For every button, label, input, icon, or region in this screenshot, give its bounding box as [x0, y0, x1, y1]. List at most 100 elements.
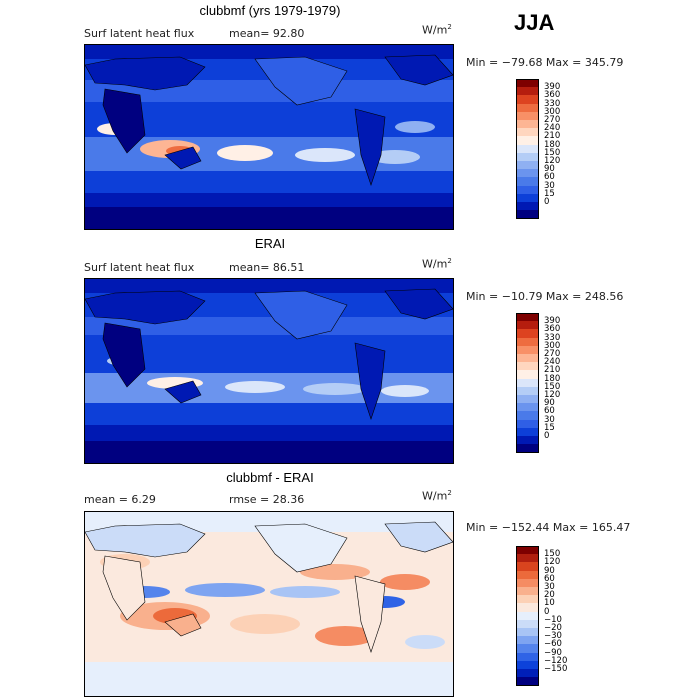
panel1-map: [84, 44, 454, 230]
colorbar-tick-label: 360: [544, 90, 561, 101]
colorbar-swatch: [516, 128, 539, 137]
colorbar-tick-label: −150: [544, 664, 568, 674]
panel2-units: W/m2: [422, 257, 452, 271]
colorbar-tick-label: 210: [544, 131, 561, 142]
colorbar-tick-label: 10: [544, 598, 555, 609]
colorbar-tick-label: −90: [544, 647, 562, 658]
colorbar-tick-label: 150: [544, 549, 561, 560]
panel3-mean: mean = 6.29: [84, 493, 156, 506]
panel2-map: [84, 278, 454, 464]
colorbar-tick-label: 150: [544, 147, 561, 158]
colorbar-swatch: [516, 337, 539, 346]
colorbar-tick-label: 120: [544, 156, 561, 166]
colorbar-swatch: [516, 554, 539, 563]
colorbar-swatch: [516, 595, 539, 604]
colorbar-swatch: [516, 185, 539, 194]
colorbar-tick-label: 15: [544, 188, 555, 199]
colorbar-tick-label: 15: [544, 422, 555, 433]
colorbar-swatch: [516, 193, 539, 202]
colorbar-swatch: [516, 111, 539, 120]
colorbar-swatch: [516, 378, 539, 387]
colorbar-swatch: [516, 87, 539, 96]
colorbar-swatch: [516, 321, 539, 330]
panel1-minmax: Min = −79.68 Max = 345.79: [466, 56, 624, 69]
colorbar-tick-label: 0: [544, 197, 550, 207]
colorbar-swatch: [516, 587, 539, 596]
colorbar-swatch: [516, 619, 539, 628]
colorbar-swatch: [516, 386, 539, 395]
colorbar-tick-label: 240: [544, 123, 561, 134]
colorbar-tick-label: 60: [544, 406, 555, 417]
panel3-units: W/m2: [422, 489, 452, 503]
colorbar-swatch: [516, 169, 539, 178]
colorbar-tick-label: 90: [544, 565, 555, 576]
colorbar-tick-label: 90: [544, 398, 555, 409]
colorbar-swatch: [516, 677, 539, 687]
colorbar-tick-label: 0: [544, 431, 550, 441]
colorbar-swatch: [516, 660, 539, 669]
colorbar-swatch: [516, 652, 539, 661]
colorbar-tick-label: 390: [544, 316, 561, 327]
colorbar-swatch: [516, 362, 539, 371]
panel1-field-label: Surf latent heat flux: [84, 27, 195, 40]
colorbar-swatch: [516, 636, 539, 645]
colorbar-tick-label: 360: [544, 324, 561, 335]
colorbar-tick-label: 180: [544, 139, 561, 150]
colorbar-tick-label: 120: [544, 557, 561, 568]
colorbar-tick-label: 60: [544, 573, 555, 584]
colorbar-tick-label: 240: [544, 357, 561, 368]
colorbar-swatch: [516, 313, 539, 323]
colorbar-swatch: [516, 427, 539, 436]
colorbar-tick-label: 270: [544, 115, 561, 125]
panel3-title: clubbmf - ERAI: [226, 470, 314, 485]
colorbar-tick-label: 30: [544, 582, 555, 592]
colorbar-swatch: [516, 611, 539, 620]
colorbar-swatch: [516, 644, 539, 653]
colorbar-tick-label: 150: [544, 381, 561, 392]
colorbar-tick-label: 60: [544, 172, 555, 183]
colorbar-swatch: [516, 103, 539, 112]
colorbar-tick-label: 120: [544, 390, 561, 400]
colorbar-tick-label: 330: [544, 332, 561, 343]
colorbar-tick-label: 30: [544, 414, 555, 425]
colorbar-swatch: [516, 161, 539, 170]
panel3-rmse: rmse = 28.36: [229, 493, 305, 506]
colorbar-tick-label: 20: [544, 590, 555, 601]
colorbar-swatch: [516, 411, 539, 420]
colorbar-tick-label: 300: [544, 106, 561, 117]
colorbar-swatch: [516, 152, 539, 161]
colorbar-tick-label: −30: [544, 631, 562, 642]
panel2-minmax: Min = −10.79 Max = 248.56: [466, 290, 624, 303]
colorbar-swatch: [516, 354, 539, 363]
colorbar-tick-label: 300: [544, 340, 561, 351]
colorbar-swatch: [516, 136, 539, 145]
colorbar-tick-label: 330: [544, 98, 561, 109]
panel3-difference-plot: [84, 512, 454, 696]
colorbar-swatch: [516, 210, 539, 220]
colorbar-swatch: [516, 120, 539, 129]
colorbar-swatch: [516, 177, 539, 186]
colorbar-swatch: [516, 329, 539, 338]
colorbar-swatch: [516, 395, 539, 404]
panel2-title: ERAI: [254, 236, 286, 251]
colorbar-tick-label: −120: [544, 655, 568, 666]
panel1-units: W/m2: [422, 23, 452, 37]
panel2-field-plot: [84, 279, 454, 463]
colorbar-tick-label: 210: [544, 365, 561, 376]
colorbar-swatch: [516, 546, 539, 556]
panel3-minmax: Min = −152.44 Max = 165.47: [466, 521, 631, 534]
colorbar-swatch: [516, 444, 539, 454]
colorbar-swatch: [516, 603, 539, 612]
colorbar-tick-label: −60: [544, 639, 562, 650]
colorbar-tick-label: 270: [544, 349, 561, 359]
season-label: JJA: [514, 10, 555, 35]
colorbar-tick-label: 180: [544, 373, 561, 384]
colorbar-swatch: [516, 403, 539, 412]
colorbar-swatch: [516, 202, 539, 211]
colorbar-swatch: [516, 669, 539, 678]
colorbar-tick-label: −20: [544, 623, 562, 633]
panel3-map: [84, 511, 454, 697]
colorbar-tick-label: 0: [544, 606, 550, 617]
panel1-title: clubbmf (yrs 1979-1979): [199, 3, 341, 18]
colorbar-tick-label: 90: [544, 164, 555, 175]
